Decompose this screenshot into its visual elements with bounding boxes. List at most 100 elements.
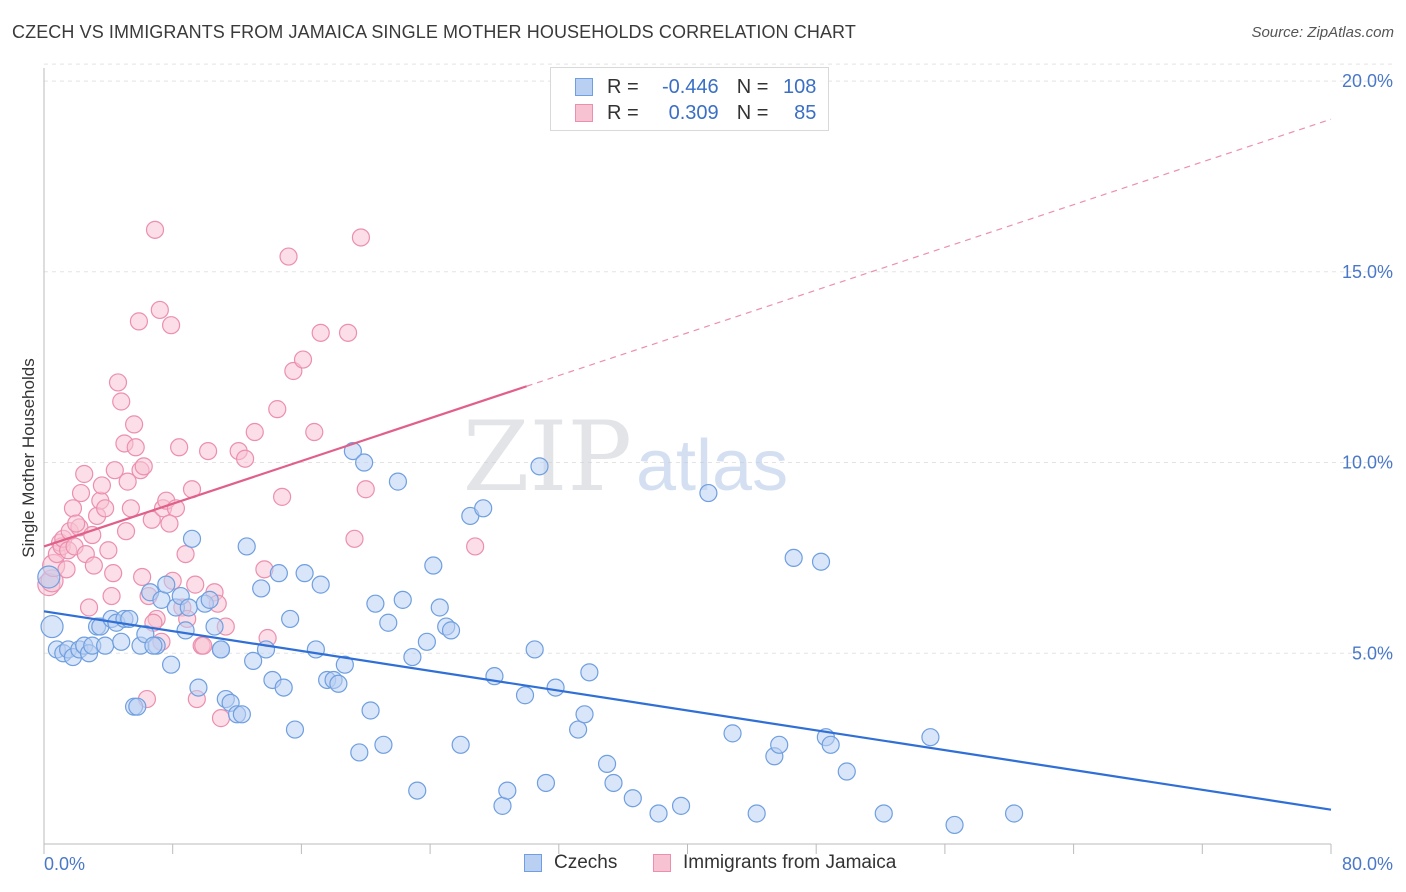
czechs-point — [784, 548, 803, 568]
czechs-point — [424, 556, 443, 575]
jamaica-point — [176, 544, 195, 564]
czechs-point — [366, 594, 385, 613]
czechs-point — [205, 617, 224, 636]
czechs-trend-line — [43, 610, 1332, 811]
jamaica-point — [170, 438, 189, 457]
series-czechs-points — [37, 441, 1024, 835]
y-tick-label: 20.0% — [1342, 71, 1393, 91]
series-legend: Czechs Immigrants from Jamaica — [0, 852, 1406, 878]
czechs-point — [474, 499, 493, 518]
jamaica-point — [124, 415, 144, 434]
jamaica-point — [345, 529, 364, 548]
czechs-point — [441, 621, 461, 640]
jamaica-point — [145, 220, 165, 239]
jamaica-point — [75, 464, 94, 484]
watermark: ZIP atlas — [463, 401, 788, 513]
czechs-point — [343, 441, 362, 461]
jamaica-point — [67, 514, 86, 533]
x-tick-label: 0.0% — [44, 854, 85, 874]
jamaica-point — [96, 499, 115, 518]
czechs-point — [285, 720, 305, 739]
czechs-point — [361, 701, 380, 720]
czechs-point — [355, 453, 374, 472]
jamaica-trend-line — [43, 385, 527, 548]
legend-n-label: N = — [736, 101, 769, 124]
jamaica-point — [235, 449, 255, 468]
czechs-point — [244, 651, 263, 670]
czechs-point — [269, 564, 288, 583]
czechs-point — [274, 678, 293, 697]
source-label: Source: ZipAtlas.com — [1251, 24, 1394, 41]
jamaica-point — [84, 556, 103, 575]
jamaica-point — [79, 598, 99, 617]
czechs-point — [37, 565, 61, 589]
czechs-point — [252, 579, 271, 598]
czechs-point — [699, 483, 718, 503]
jamaica-point — [63, 499, 83, 518]
jamaica-point — [126, 438, 145, 457]
legend-n-value: 85 — [794, 101, 817, 124]
jamaica-point — [150, 300, 169, 320]
jamaica-point — [268, 400, 287, 419]
czechs-point — [112, 632, 131, 651]
czechs-point — [945, 815, 964, 835]
legend-label-czechs: Czechs — [554, 852, 618, 873]
czechs-point — [295, 564, 314, 583]
legend-label-jamaica: Immigrants from Jamaica — [683, 852, 897, 873]
x-tick-label: 80.0% — [1342, 854, 1393, 874]
jamaica-point — [311, 323, 330, 342]
legend-item-jamaica[interactable]: Immigrants from Jamaica — [653, 852, 896, 874]
jamaica-point — [92, 476, 112, 495]
jamaica-point — [57, 560, 76, 579]
czechs-point — [874, 804, 893, 823]
jamaica-point — [211, 709, 231, 728]
czechs-point — [388, 472, 408, 491]
chart-title: CZECH VS IMMIGRANTS FROM JAMAICA SINGLE … — [12, 22, 856, 42]
czechs-point — [403, 647, 422, 667]
legend-swatch-jamaica — [653, 854, 671, 872]
jamaica-point — [118, 472, 137, 491]
czechs-point — [393, 590, 412, 609]
czechs-point — [211, 640, 231, 659]
czechs-point — [311, 575, 330, 594]
czechs-point — [200, 590, 219, 609]
czechs-point — [281, 609, 300, 629]
jamaica-point — [108, 373, 128, 392]
czechs-point — [182, 529, 202, 548]
jamaica-point — [160, 514, 179, 533]
czechs-point — [1004, 804, 1024, 823]
legend-swatch-jamaica — [575, 104, 593, 122]
czechs-point — [811, 552, 831, 571]
czechs-point — [604, 773, 623, 793]
czechs-point — [493, 796, 512, 815]
czechs-point — [408, 781, 427, 800]
czechs-point — [350, 743, 369, 762]
czechs-point — [176, 621, 195, 640]
jamaica-point — [305, 422, 324, 442]
jamaica-point — [134, 457, 153, 476]
czechs-point — [770, 735, 789, 754]
czechs-point — [451, 735, 470, 754]
czechs-point — [525, 640, 544, 659]
watermark-zip: ZIP — [463, 401, 632, 513]
jamaica-point — [272, 487, 292, 506]
jamaica-point — [293, 350, 313, 369]
czechs-point — [515, 686, 535, 705]
jamaica-point — [129, 312, 149, 331]
legend-row-czechs: R = -0.446 N = 108 — [575, 75, 816, 99]
czechs-point — [128, 697, 147, 716]
jamaica-point — [466, 537, 485, 556]
jamaica-point — [112, 392, 131, 411]
legend-r-value: 0.309 — [668, 101, 719, 124]
czechs-point — [575, 705, 594, 724]
legend-item-czechs[interactable]: Czechs — [524, 852, 617, 874]
czechs-point — [821, 735, 840, 754]
trend-lines — [43, 118, 1332, 811]
czechs-point — [671, 796, 691, 815]
y-tick-label: 5.0% — [1352, 643, 1393, 663]
jamaica-point — [351, 228, 371, 247]
legend-n-label: N = — [736, 75, 769, 98]
czechs-point — [189, 678, 208, 697]
jamaica-point — [356, 480, 375, 499]
